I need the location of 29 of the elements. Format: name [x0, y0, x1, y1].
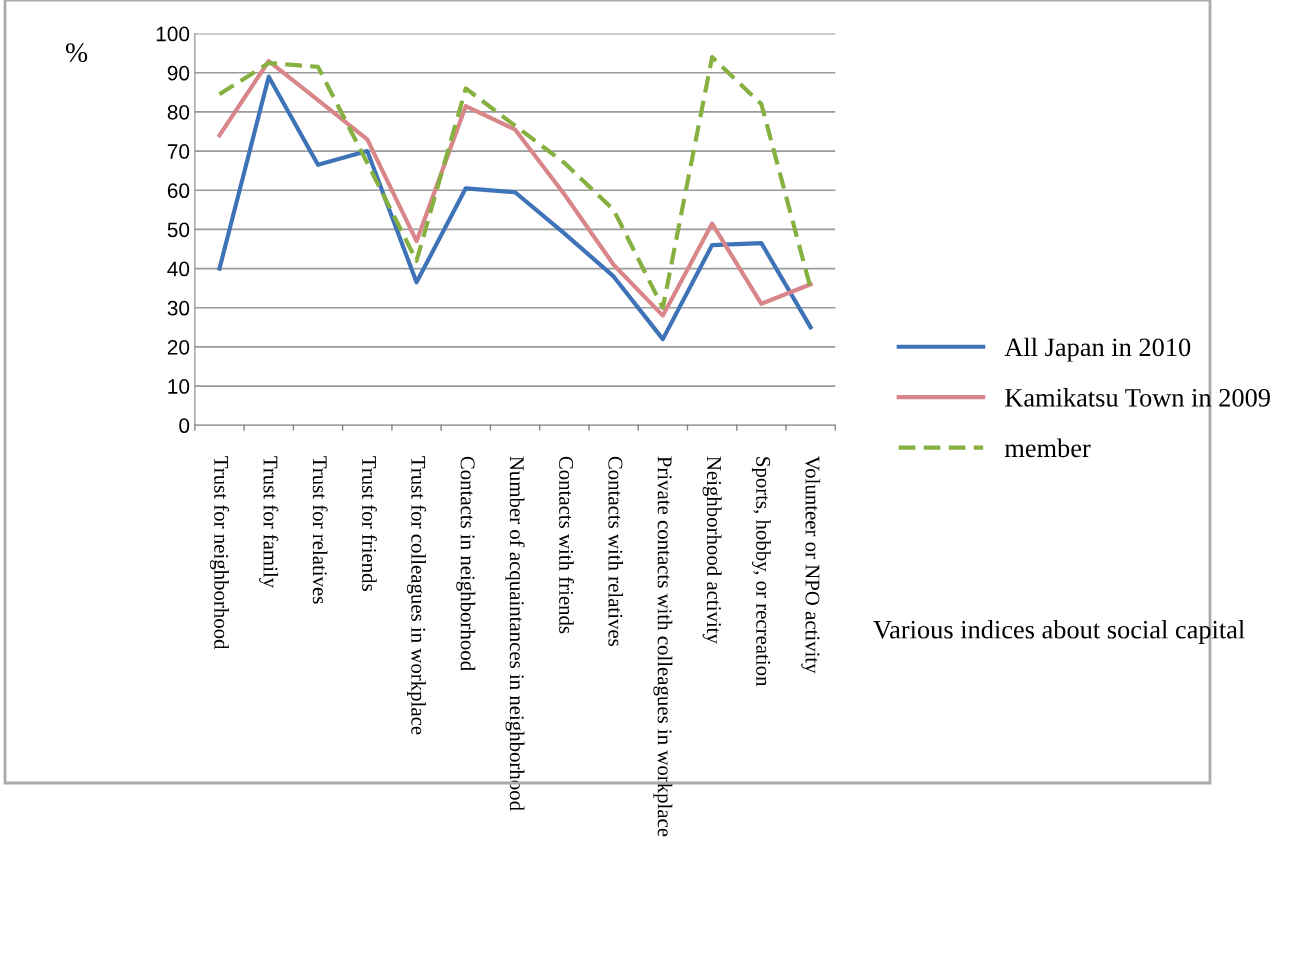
y-tick-label: 70	[167, 144, 190, 159]
x-tick-label: Contacts with relatives	[608, 456, 624, 647]
y-tick-label: 10	[168, 379, 190, 394]
x-tick-label: Contacts with friends	[559, 456, 574, 634]
x-tick-label: Neighborhood activity	[702, 456, 722, 644]
x-tick-label: Private contacts with colleagues in workplace	[653, 456, 673, 837]
y-tick-label: 0	[179, 418, 190, 434]
x-tick-label: Trust for relatives	[312, 456, 328, 604]
y-tick-label: 60	[167, 183, 190, 199]
text: Various indices about social capital	[873, 620, 1245, 644]
x-tick-label: Trust for family	[259, 456, 279, 589]
legend-label: member	[1004, 438, 1091, 458]
y-tick-label: 80	[167, 104, 190, 120]
x-tick-label: Contacts in neighborhood	[456, 456, 476, 671]
x-tick-label: Volunteer or NPO activity	[801, 456, 821, 674]
x-tick-label: Trust for colleagues in workplace	[406, 456, 427, 735]
y-tick-label: 40	[167, 261, 190, 277]
x-tick-label: Trust for neighborhood	[209, 456, 230, 650]
x-tick-label: Sports, hobby, or recreation	[751, 457, 771, 687]
y-tick-label: 20	[167, 339, 190, 355]
y-tick-label: 30	[167, 300, 190, 316]
y-tick-label: 50	[167, 222, 190, 238]
x-tick-label: Trust for friends	[362, 456, 377, 591]
x-tick-label: Number of acquaintances in neighborhood	[505, 456, 525, 811]
y-tick-label: 90	[167, 65, 190, 81]
y-tick-label: 100	[156, 26, 190, 42]
legend-label: All Japan in 2010	[1004, 337, 1191, 362]
legend-label: Kamikatsu Town in 2009	[1005, 388, 1270, 407]
y-axis-title: %	[65, 43, 88, 63]
